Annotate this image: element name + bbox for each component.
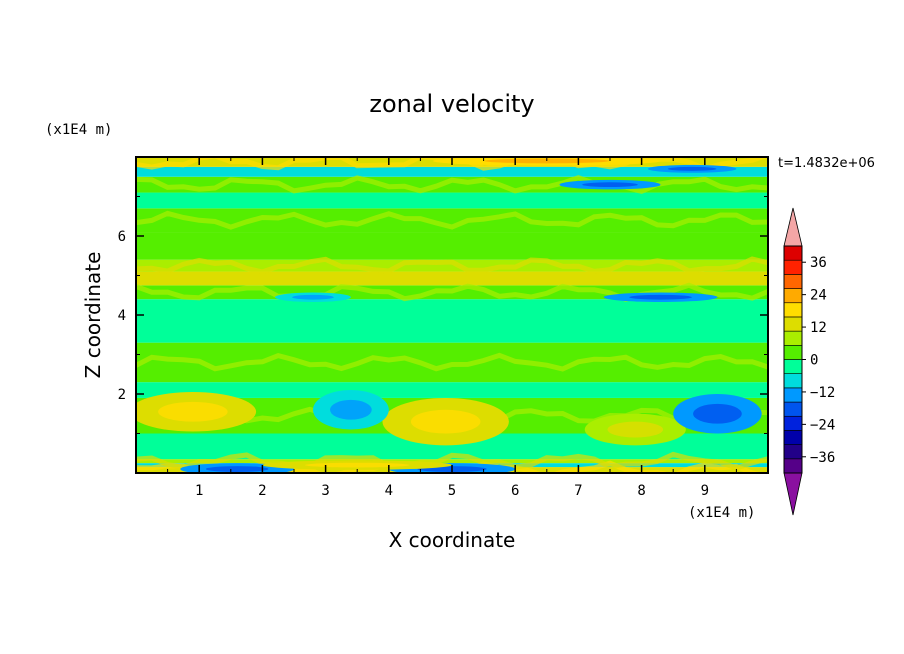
colorbar-segment-14: [783, 259, 803, 275]
colorbar-segment-12: [783, 288, 803, 304]
colorbar-label: 24: [810, 288, 827, 304]
colorbar-segment-9: [783, 330, 803, 346]
colorbar-segment-15: [783, 245, 803, 261]
colorbar-segment-8: [783, 345, 803, 360]
field-band-15: [136, 166, 768, 177]
chart-title: zonal velocity: [369, 90, 534, 118]
field-band-10: [136, 259, 768, 272]
field-feature-core-5: [205, 466, 269, 473]
colorbar-under-arrow: [783, 472, 803, 516]
field-feature-core-8: [292, 294, 334, 300]
y-tick-label-2: 2: [118, 387, 126, 403]
colorbar-segment-11: [783, 302, 803, 318]
time-label: t=1.4832e+06: [778, 156, 875, 171]
x-tick-label-5: 5: [448, 483, 456, 499]
field-streak-8: [136, 282, 768, 302]
colorbar: [783, 207, 803, 516]
y-ticks: 2 4 6: [118, 196, 768, 434]
field-feature-core-4: [330, 399, 372, 420]
field-feature-core-9: [582, 182, 638, 188]
field-band-9: [136, 271, 768, 286]
x-tick-label-7: 7: [574, 483, 582, 499]
field-feature-core-2: [607, 421, 664, 438]
colorbar-label: 36: [810, 255, 827, 271]
x-axis-label: X coordinate: [389, 528, 516, 552]
colorbar-label: 12: [810, 320, 827, 336]
field-streak-2: [136, 451, 768, 471]
colorbar-segment-0: [783, 458, 803, 474]
field-streak-10: [136, 256, 768, 275]
x-ticks: 1 2 3 4 5 6 7 8 9: [167, 157, 737, 499]
colorbar-segment-6: [783, 373, 803, 389]
colorbar-segment-13: [783, 274, 803, 289]
field-feature-core-1: [410, 409, 481, 434]
y-axis-label: Z coordinate: [81, 252, 105, 379]
x-tick-label-3: 3: [321, 483, 329, 499]
x-tick-label-9: 9: [701, 483, 709, 499]
field-feature-core-7: [629, 294, 692, 300]
field-feature-core-12: [305, 462, 410, 468]
colorbar-segment-2: [783, 430, 803, 445]
x-tick-label-6: 6: [511, 483, 519, 499]
y-tick-label-6: 6: [118, 229, 126, 245]
colorbar-over-arrow: [783, 207, 803, 247]
colorbar-label: −24: [810, 417, 835, 433]
field-band-7: [136, 299, 768, 343]
field-streak-6: [136, 352, 768, 372]
field-band-2: [136, 459, 768, 464]
x-tick-label-1: 1: [195, 483, 203, 499]
field-feature-core-3: [693, 403, 742, 424]
x-tick-label-8: 8: [637, 483, 645, 499]
colorbar-segment-7: [783, 359, 803, 374]
colorbar-segment-10: [783, 316, 803, 332]
colorbar-label: −36: [810, 450, 835, 466]
field-streak-12: [136, 210, 768, 230]
field-feature-core-10: [667, 166, 717, 171]
colorbar-segment-1: [783, 444, 803, 460]
colorbar-segment-5: [783, 387, 803, 403]
field-band-13: [136, 192, 768, 209]
y-axis-unit: (x1E4 m): [45, 122, 112, 138]
y-tick-label-4: 4: [118, 308, 126, 324]
x-axis-unit: (x1E4 m): [688, 505, 755, 521]
colorbar-segment-3: [783, 415, 803, 431]
field-streak-14: [136, 174, 768, 195]
field-band-5: [136, 382, 768, 398]
field-feature-core-0: [158, 401, 228, 422]
x-tick-label-4: 4: [385, 483, 393, 499]
colorbar-labels: 36 24 12 0 −12 −24 −36: [802, 255, 835, 466]
x-tick-label-2: 2: [258, 483, 266, 499]
colorbar-label: 0: [810, 353, 818, 369]
plot-field: [136, 157, 768, 473]
colorbar-label: −12: [810, 385, 835, 401]
colorbar-segment-4: [783, 401, 803, 417]
field-band-11: [136, 232, 768, 260]
